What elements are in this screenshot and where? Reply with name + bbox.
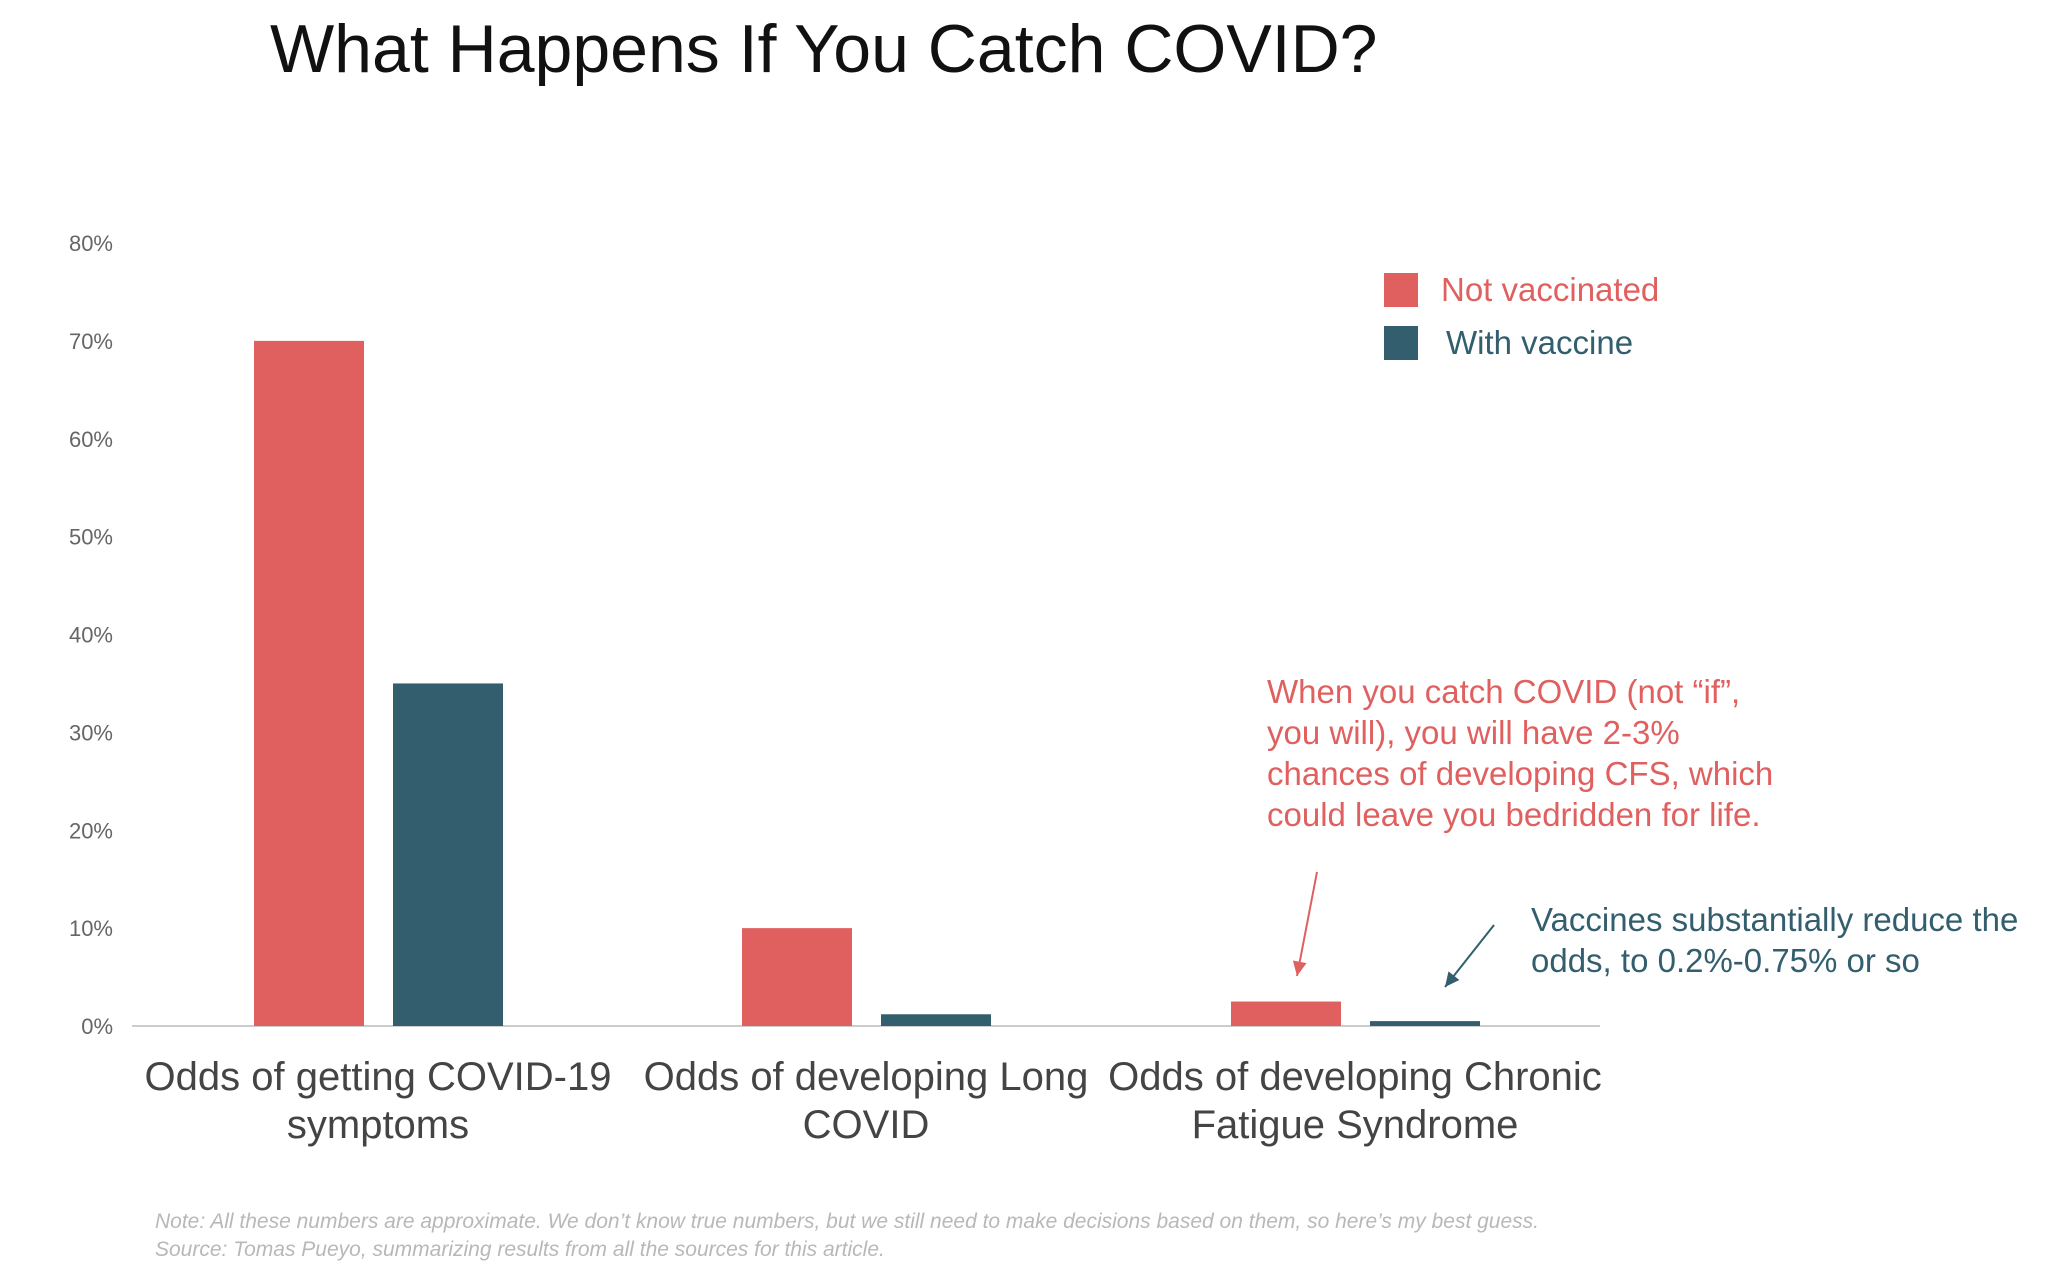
legend-label: Not vaccinated [1441, 271, 1659, 308]
annotation-arrowhead [1445, 971, 1460, 987]
annotation-text: odds, to 0.2%-0.75% or so [1531, 942, 1920, 979]
annotation-text: you will), you will have 2-3% [1267, 714, 1680, 751]
bar [1370, 1021, 1480, 1026]
bars [254, 340, 1480, 1026]
legend: Not vaccinated With vaccine [1384, 271, 1659, 361]
annotations: When you catch COVID (not “if”, you will)… [1267, 673, 2018, 988]
category-label: Odds of getting COVID-19 [145, 1055, 612, 1099]
annotation-text: When you catch COVID (not “if”, [1267, 673, 1740, 710]
category-label: symptoms [287, 1103, 469, 1147]
footnote-source: Source: Tomas Pueyo, summarizing results… [155, 1238, 885, 1261]
annotation-text: chances of developing CFS, which [1267, 755, 1773, 792]
annotation-text: could leave you bedridden for life. [1267, 796, 1761, 833]
bar [881, 1014, 991, 1026]
y-tick-label: 60% [69, 427, 113, 452]
annotation-arrowhead [1292, 960, 1307, 976]
bar [393, 683, 503, 1026]
annotation-text: Vaccines substantially reduce the [1531, 901, 2018, 938]
category-label: Odds of developing Long [644, 1055, 1089, 1099]
category-label: Fatigue Syndrome [1192, 1103, 1519, 1147]
annotation-arrow [1296, 871, 1318, 977]
y-tick-label: 30% [69, 720, 113, 745]
footnote-note: Note: All these numbers are approximate.… [155, 1210, 1539, 1233]
y-tick-label: 10% [69, 916, 113, 941]
chart-title: What Happens If You Catch COVID? [270, 11, 1378, 87]
legend-swatch [1384, 326, 1418, 360]
y-tick-label: 50% [69, 525, 113, 550]
bar [742, 928, 852, 1026]
y-tick-label: 80% [69, 231, 113, 256]
y-axis: 0% 10% 20% 30% 40% 50% 60% 70% 80% [69, 231, 113, 1039]
category-label: Odds of developing Chronic [1108, 1055, 1602, 1099]
category-label: COVID [803, 1103, 930, 1147]
legend-label: With vaccine [1446, 324, 1633, 361]
bar [1231, 1001, 1341, 1026]
y-tick-label: 70% [69, 329, 113, 354]
bar [254, 340, 364, 1026]
y-tick-label: 0% [81, 1014, 113, 1039]
y-tick-label: 20% [69, 818, 113, 843]
legend-swatch [1384, 273, 1418, 307]
y-tick-label: 40% [69, 623, 113, 648]
